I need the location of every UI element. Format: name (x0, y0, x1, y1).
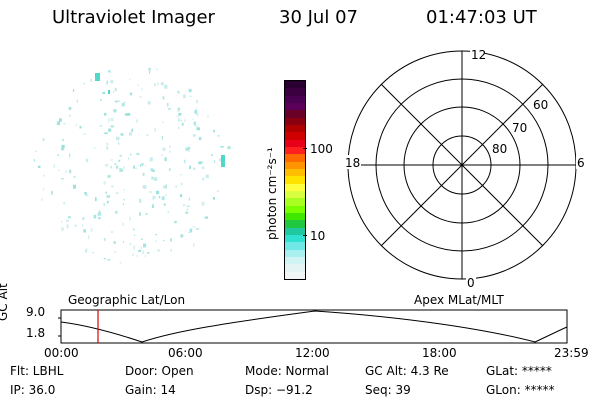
colorbar-swatch (285, 124, 305, 133)
info-ip: IP: 36.0 (10, 383, 56, 397)
polar-grid: 12 18 6 0 60 70 80 (343, 47, 586, 290)
colorbar-swatch (285, 88, 305, 96)
colorbar-swatch (285, 161, 305, 169)
info-filter: Flt: LBHL (10, 364, 64, 378)
altplot-ylabel: GC Alt (0, 283, 10, 321)
colorbar-swatch (285, 227, 305, 235)
polar-label-80: 80 (492, 142, 507, 156)
time-label: 01:47:03 UT (426, 7, 537, 28)
info-gain: Gain: 14 (125, 383, 176, 397)
colorbar-swatch (285, 139, 305, 147)
polar-label-6: 6 (577, 156, 585, 170)
colorbar-swatch (285, 271, 305, 279)
altitude-plot (58, 309, 568, 344)
colorbar-swatch (285, 234, 305, 243)
colorbar-swatch (285, 205, 305, 213)
altplot-right-label: Apex MLat/MLT (414, 293, 504, 307)
altplot-left-label: Geographic Lat/Lon (68, 293, 186, 307)
colorbar-swatch (285, 154, 305, 162)
colorbar-tick-10: 10 (310, 229, 326, 243)
colorbar-swatch (285, 220, 305, 228)
colorbar-swatch (285, 212, 305, 221)
info-dsp: Dsp: −91.2 (245, 383, 313, 397)
polar-label-60: 60 (533, 98, 548, 112)
polar-diagonal (380, 83, 544, 247)
colorbar-swatch (285, 256, 305, 265)
colorbar-swatch (285, 95, 305, 103)
info-glon: GLon: ***** (486, 383, 555, 397)
date-label: 30 Jul 07 (279, 7, 358, 28)
altplot-frame (60, 309, 568, 344)
colorbar-swatch (285, 176, 305, 184)
altplot-xtick-1800: 18:00 (422, 346, 457, 360)
uv-image-speckle (33, 67, 231, 264)
colorbar-swatch (285, 81, 305, 89)
polar-label-18: 18 (345, 156, 360, 170)
altplot-xtick-0000: 00:00 (44, 346, 79, 360)
colorbar-label: photon cm⁻²s⁻¹ (265, 147, 279, 240)
altitude-curve (60, 310, 568, 343)
colorbar-swatch (285, 117, 305, 125)
info-door: Door: Open (125, 364, 194, 378)
polar-label-12: 12 (471, 48, 486, 62)
colorbar-swatch (285, 190, 305, 199)
altplot-xtick-2359: 23:59 (554, 346, 589, 360)
altplot-ytick-low: 1.8 (26, 326, 46, 340)
colorbar-swatch (285, 146, 305, 155)
colorbar-swatch (285, 132, 305, 140)
colorbar-tick-100: 100 (310, 142, 333, 156)
polar-label-0: 0 (467, 276, 475, 290)
altplot-xtick-0600: 06:00 (168, 346, 203, 360)
colorbar-swatch (285, 249, 305, 257)
info-seq: Seq: 39 (365, 383, 411, 397)
colorbar-tick-mark (303, 235, 307, 236)
app-title: Ultraviolet Imager (52, 7, 215, 28)
colorbar-tick-mark (303, 148, 307, 149)
altplot-xtick-1200: 12:00 (295, 346, 330, 360)
colorbar-swatch (285, 198, 305, 206)
colorbar-swatch (285, 110, 305, 118)
colorbar-swatch (285, 168, 305, 177)
colorbar-swatch (285, 242, 305, 250)
info-mode: Mode: Normal (245, 364, 329, 378)
uv-image (33, 67, 231, 264)
colorbar-swatch (285, 102, 305, 111)
colorbar-gradient (284, 80, 306, 280)
info-glat: GLat: ***** (486, 364, 552, 378)
colorbar (284, 80, 306, 280)
altplot-ytick-high: 9.0 (26, 305, 46, 319)
polar-label-70: 70 (512, 121, 527, 135)
info-gc-alt: GC Alt: 4.3 Re (365, 364, 449, 378)
colorbar-swatch (285, 264, 305, 272)
colorbar-swatch (285, 183, 305, 191)
